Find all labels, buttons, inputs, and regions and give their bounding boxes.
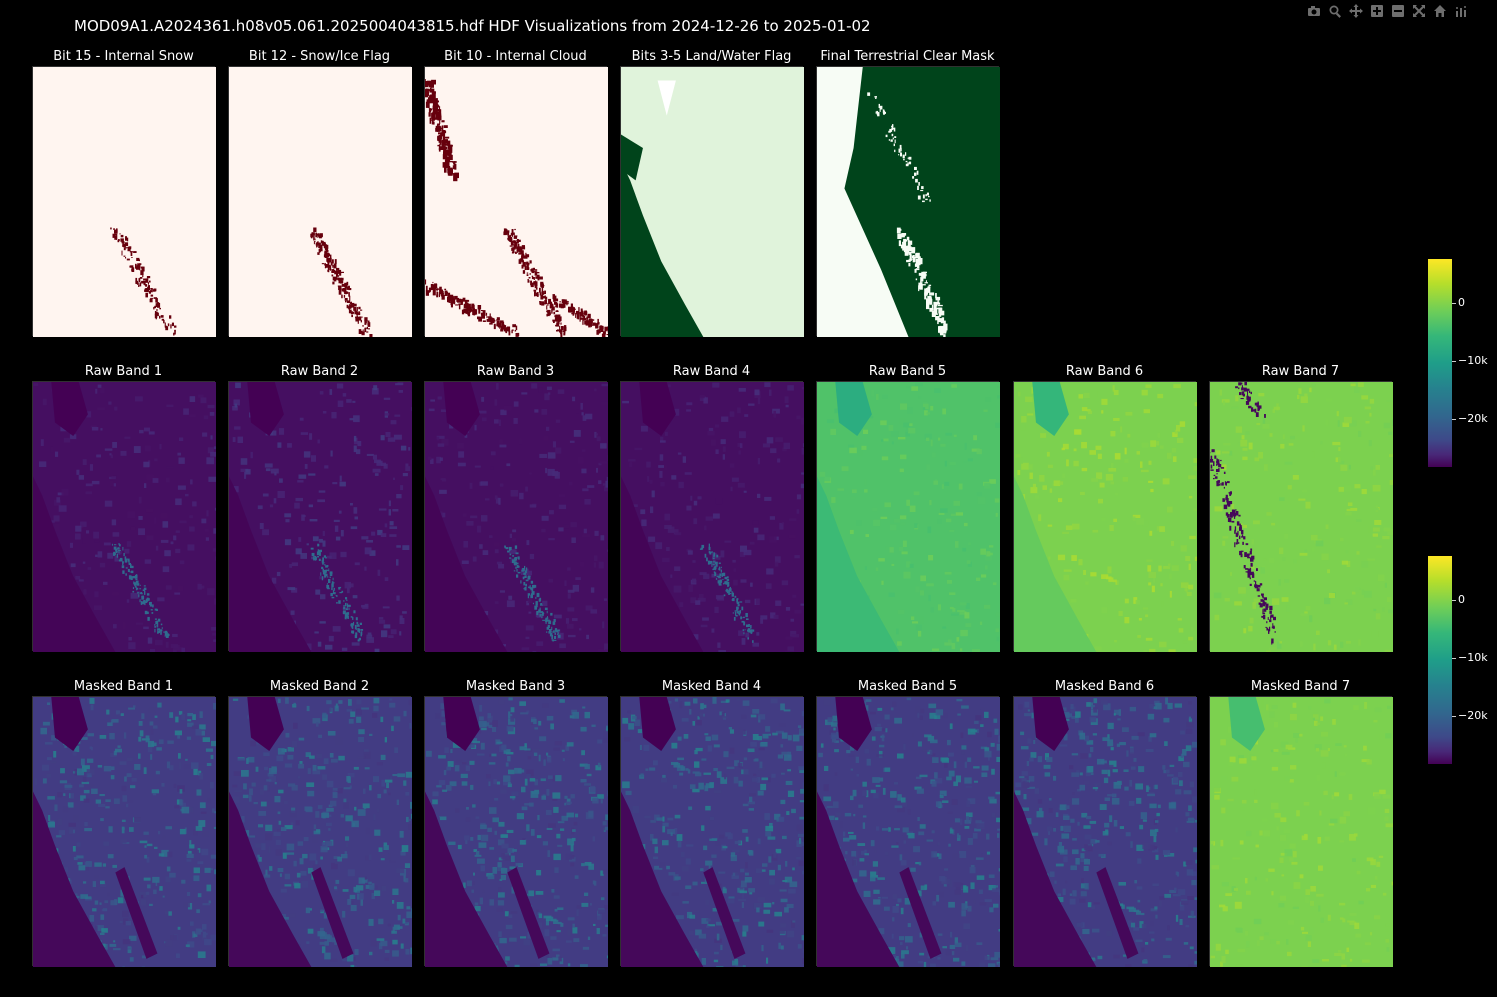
subplot-title: Raw Band 2 bbox=[280, 364, 359, 379]
zoom-in-button[interactable] bbox=[1368, 2, 1385, 19]
subplot-title: Bits 3-5 Land/Water Flag bbox=[631, 49, 792, 64]
zoom-out-button[interactable] bbox=[1389, 2, 1406, 19]
plotly-logo-button[interactable] bbox=[1452, 2, 1469, 19]
subplot-panel[interactable]: Masked Band 4 bbox=[620, 679, 804, 967]
colorbar: 0 −10k −20k bbox=[1428, 556, 1497, 764]
subplot-title: Masked Band 1 bbox=[73, 679, 174, 694]
plotly-logo-icon bbox=[1455, 5, 1466, 17]
colorbar-tick bbox=[1452, 657, 1456, 659]
colorbar-tick-label: −20k bbox=[1458, 709, 1488, 723]
colorbar-tick-label: −10k bbox=[1458, 650, 1488, 664]
colorbar-tick bbox=[1452, 716, 1456, 718]
subplot-title: Masked Band 2 bbox=[269, 679, 370, 694]
colorbar-gradient bbox=[1428, 259, 1452, 467]
subplot-panel[interactable]: Raw Band 3 bbox=[424, 364, 608, 652]
colorbar-tick bbox=[1452, 360, 1456, 362]
subplot-title: Bit 15 - Internal Snow bbox=[53, 49, 194, 64]
subplot-panel[interactable]: Bit 12 - Snow/Ice Flag bbox=[228, 49, 412, 337]
reset-axes-button[interactable] bbox=[1431, 2, 1448, 19]
heatmap-image[interactable] bbox=[32, 381, 216, 652]
subplot-title: Bit 10 - Internal Cloud bbox=[444, 49, 587, 64]
heatmap-image[interactable] bbox=[816, 696, 1000, 967]
heatmap-image[interactable] bbox=[816, 66, 1000, 337]
subplot-title: Raw Band 3 bbox=[476, 364, 555, 379]
heatmap-image[interactable] bbox=[32, 696, 216, 967]
autoscale-icon bbox=[1412, 4, 1425, 17]
heatmap-image[interactable] bbox=[1013, 381, 1197, 652]
subplot-title: Masked Band 4 bbox=[661, 679, 762, 694]
heatmap-image[interactable] bbox=[1013, 696, 1197, 967]
heatmap-image[interactable] bbox=[424, 381, 608, 652]
heatmap-image[interactable] bbox=[228, 696, 412, 967]
subplot-title: Masked Band 6 bbox=[1054, 679, 1155, 694]
zoom-icon bbox=[1329, 5, 1341, 18]
heatmap-image[interactable] bbox=[620, 66, 804, 337]
pan-button[interactable] bbox=[1347, 2, 1364, 19]
heatmap-image[interactable] bbox=[32, 66, 216, 337]
camera-button[interactable] bbox=[1305, 2, 1322, 19]
heatmap-image[interactable] bbox=[816, 381, 1000, 652]
colorbar-gradient bbox=[1428, 556, 1452, 764]
heatmap-image[interactable] bbox=[1209, 696, 1393, 967]
subplot-panel[interactable]: Raw Band 1 bbox=[32, 364, 216, 652]
heatmap-image[interactable] bbox=[620, 381, 804, 652]
colorbar-tick bbox=[1452, 302, 1456, 304]
subplot-panel[interactable]: Masked Band 3 bbox=[424, 679, 608, 967]
heatmap-image[interactable] bbox=[228, 66, 412, 337]
subplot-panel[interactable]: Raw Band 2 bbox=[228, 364, 412, 652]
zoom-button[interactable] bbox=[1326, 2, 1343, 19]
colorbar-tick bbox=[1452, 599, 1456, 601]
heatmap-image[interactable] bbox=[1209, 381, 1393, 652]
subplot-panel[interactable]: Final Terrestrial Clear Mask bbox=[816, 49, 1000, 337]
zoom-out-icon bbox=[1391, 4, 1404, 17]
subplot-panel[interactable]: Raw Band 4 bbox=[620, 364, 804, 652]
colorbar: 0 −10k −20k bbox=[1428, 259, 1497, 467]
subplot-panel[interactable]: Raw Band 6 bbox=[1013, 364, 1197, 652]
subplot-title: Masked Band 7 bbox=[1250, 679, 1351, 694]
subplot-title: Final Terrestrial Clear Mask bbox=[820, 49, 995, 64]
colorbar-tick-label: 0 bbox=[1458, 592, 1465, 606]
subplot-panel[interactable]: Bits 3-5 Land/Water Flag bbox=[620, 49, 804, 337]
subplot-panel[interactable]: Raw Band 7 bbox=[1209, 364, 1393, 652]
subplot-panel[interactable]: Masked Band 2 bbox=[228, 679, 412, 967]
subplot-title: Masked Band 5 bbox=[857, 679, 958, 694]
colorbar-tick-label: −10k bbox=[1458, 353, 1488, 367]
subplot-title: Bit 12 - Snow/Ice Flag bbox=[248, 49, 391, 64]
subplot-title: Masked Band 3 bbox=[465, 679, 566, 694]
heatmap-image[interactable] bbox=[424, 66, 608, 337]
subplot-title: Raw Band 6 bbox=[1065, 364, 1144, 379]
heatmap-image[interactable] bbox=[424, 696, 608, 967]
subplot-panel[interactable]: Masked Band 7 bbox=[1209, 679, 1393, 967]
modebar bbox=[1305, 2, 1469, 19]
subplot-panel[interactable]: Bit 15 - Internal Snow bbox=[32, 49, 216, 337]
heatmap-image[interactable] bbox=[228, 381, 412, 652]
colorbar-tick-label: −20k bbox=[1458, 412, 1488, 426]
subplot-panel[interactable]: Masked Band 1 bbox=[32, 679, 216, 967]
colorbar-tick bbox=[1452, 419, 1456, 421]
subplot-title: Raw Band 4 bbox=[672, 364, 751, 379]
subplot-panel[interactable]: Raw Band 5 bbox=[816, 364, 1000, 652]
heatmap-image[interactable] bbox=[620, 696, 804, 967]
autoscale-button[interactable] bbox=[1410, 2, 1427, 19]
pan-icon bbox=[1348, 3, 1363, 18]
figure-title: MOD09A1.A2024361.h08v05.061.202500404381… bbox=[74, 17, 871, 35]
subplot-panel[interactable]: Bit 10 - Internal Cloud bbox=[424, 49, 608, 337]
subplot-panel[interactable]: Masked Band 5 bbox=[816, 679, 1000, 967]
subplot-panel[interactable]: Masked Band 6 bbox=[1013, 679, 1197, 967]
reset-axes-icon bbox=[1433, 4, 1446, 17]
colorbar-tick-label: 0 bbox=[1458, 295, 1465, 309]
zoom-in-icon bbox=[1370, 4, 1383, 17]
subplot-title: Raw Band 1 bbox=[84, 364, 163, 379]
subplot-title: Raw Band 7 bbox=[1261, 364, 1340, 379]
subplot-title: Raw Band 5 bbox=[868, 364, 947, 379]
camera-icon bbox=[1307, 5, 1320, 16]
